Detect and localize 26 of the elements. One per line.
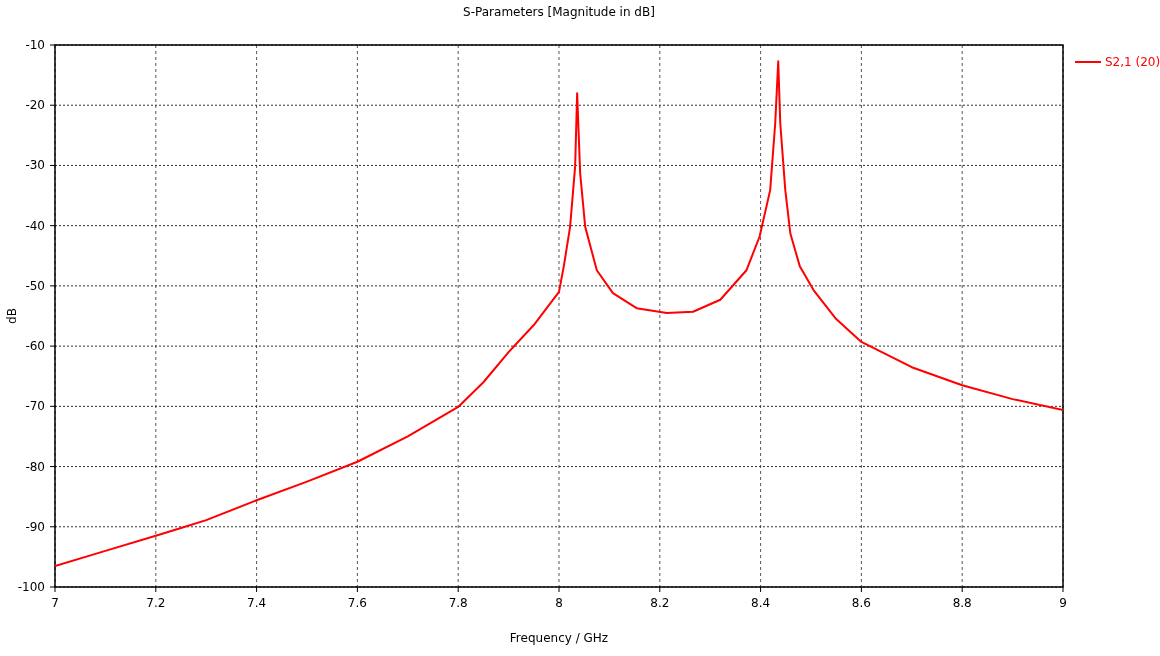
x-tick-label: 8 bbox=[555, 596, 563, 610]
x-tick-label: 9 bbox=[1059, 596, 1067, 610]
x-tick-label: 7.4 bbox=[247, 596, 267, 610]
y-tick-label: -20 bbox=[25, 98, 45, 113]
y-tick-label: -90 bbox=[25, 519, 45, 534]
y-tick-label: -50 bbox=[25, 278, 45, 293]
x-tick-label: 7.6 bbox=[347, 596, 367, 610]
chart-title: S-Parameters [Magnitude in dB] bbox=[463, 5, 655, 19]
x-tick-label: 8.4 bbox=[751, 596, 771, 610]
x-tick-label: 8.2 bbox=[650, 596, 670, 610]
y-tick-label: -30 bbox=[25, 158, 45, 173]
x-tick-label: 8.6 bbox=[851, 596, 871, 610]
x-tick-label: 7.8 bbox=[448, 596, 468, 610]
y-tick-label: -70 bbox=[25, 399, 45, 414]
y-tick-label: -80 bbox=[25, 459, 45, 474]
x-tick-label: 7.2 bbox=[146, 596, 166, 610]
y-tick-label: -100 bbox=[17, 580, 45, 594]
y-tick-label: -10 bbox=[25, 38, 45, 52]
line-series bbox=[55, 60, 1063, 567]
y-tick-label: -60 bbox=[25, 339, 45, 354]
x-axis-title: Frequency / GHz bbox=[509, 631, 609, 645]
x-tick-label: 8.8 bbox=[952, 596, 972, 610]
x-tick-label: 7 bbox=[51, 596, 59, 610]
legend-label: S2,1 (20) bbox=[1105, 55, 1160, 69]
y-tick-label: -40 bbox=[25, 218, 45, 233]
y-axis-title: dB bbox=[5, 308, 19, 324]
